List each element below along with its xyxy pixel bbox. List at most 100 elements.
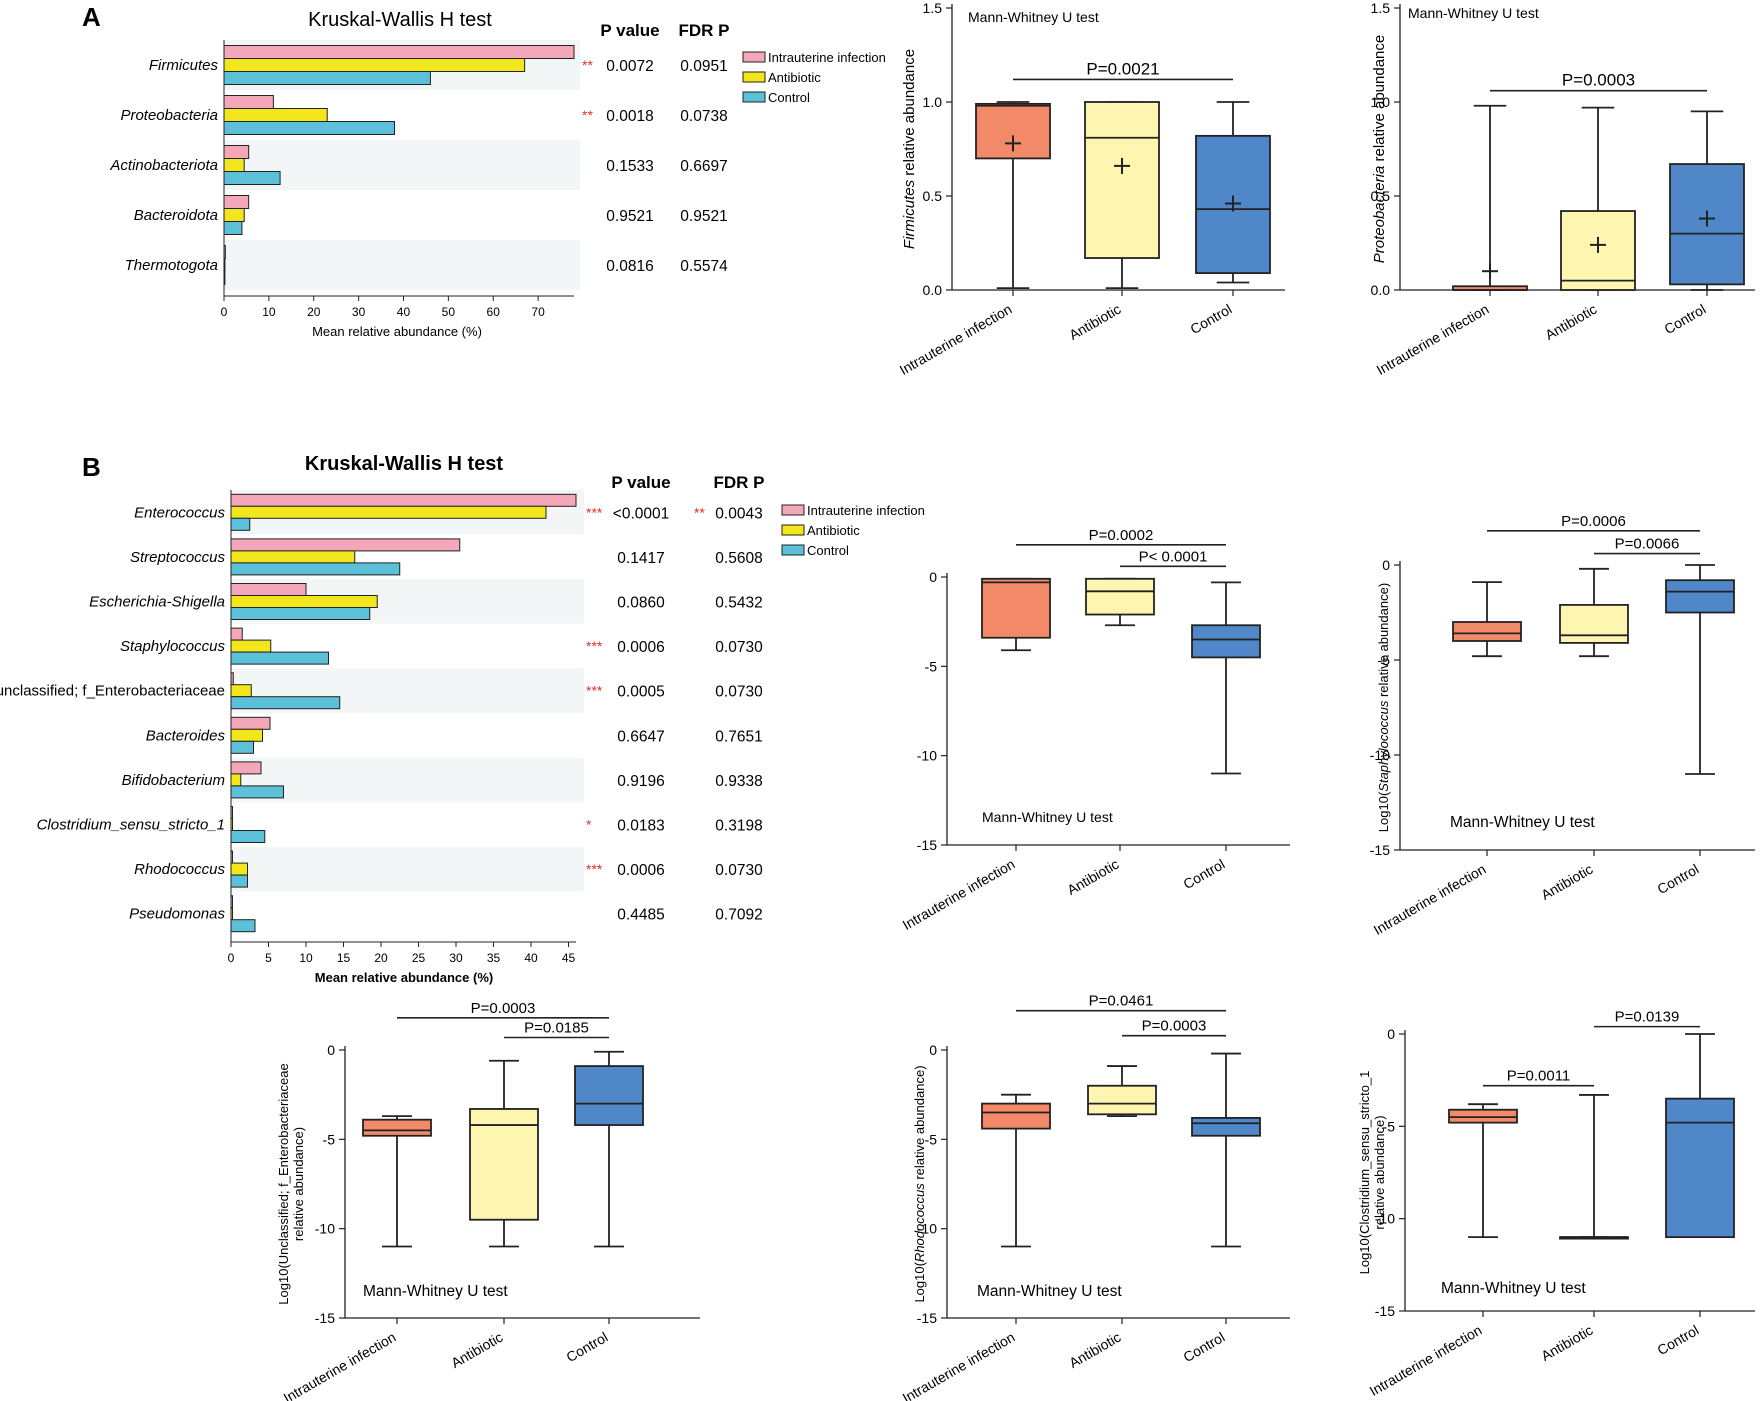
row-stripe <box>231 757 584 803</box>
y-axis-label: relative abundance) <box>291 1127 306 1241</box>
legend-swatch <box>781 504 805 516</box>
x-tick-label: Control <box>1180 856 1227 892</box>
y-tick-label: 1.5 <box>1371 0 1391 16</box>
p-value-header: P value <box>611 473 670 492</box>
x-tick-label: 10 <box>299 951 313 965</box>
bar-intrauterine <box>230 583 307 596</box>
box_rhodo-boxplot: 0 -5 -10 -15 Intrauterine infection Antibioti… <box>900 993 1290 1401</box>
bracket-p-value: P=0.0185 <box>524 1019 589 1036</box>
y-axis-label: Log10(Unclassified; f_Enterobacteriaceae <box>276 1063 291 1304</box>
box-control <box>1191 1116 1261 1137</box>
bar-control <box>230 740 254 754</box>
p-value: 0.6647 <box>617 728 664 745</box>
fdr-value: 0.5608 <box>715 550 762 567</box>
box-control <box>1665 579 1735 614</box>
box_unclass-boxplot: 0 -5 -10 -15 Intrauterine infection Antibioti… <box>276 1000 700 1401</box>
legend-swatch <box>781 544 805 556</box>
x-tick-label: 40 <box>524 951 538 965</box>
x-tick-label: Antibiotic <box>1538 861 1595 903</box>
bar-antibiotic <box>230 639 272 653</box>
y-tick-label: -5 <box>1383 1118 1396 1134</box>
x-tick-label: 40 <box>397 305 411 319</box>
bar-control <box>230 562 401 576</box>
p-value: 0.9196 <box>617 773 664 790</box>
x-tick-label: 30 <box>352 305 366 319</box>
y-tick-label: -15 <box>917 837 937 853</box>
bracket-p-value: P=0.0003 <box>1142 1018 1207 1035</box>
taxon-label: Escherichia-Shigella <box>89 594 225 611</box>
p-significance: ** <box>582 107 593 123</box>
p-value: 0.0006 <box>617 639 664 656</box>
bar-control <box>223 221 243 235</box>
taxon-label: Firmicutes <box>149 57 219 74</box>
bar-antibiotic <box>230 862 248 876</box>
fdr-value: 0.0043 <box>715 505 762 522</box>
p-value: <0.0001 <box>613 505 669 522</box>
y-tick-label: 0 <box>929 1042 937 1058</box>
box_entero-boxplot: 0 -5 -10 -15 Intrauterine infection Antibioti… <box>900 527 1290 933</box>
fdr-value: 0.0951 <box>680 58 727 75</box>
taxon-label: Bacteroidota <box>134 207 218 224</box>
fdr-significance: ** <box>694 504 705 520</box>
x-tick-label: Intrauterine infection <box>1371 861 1489 938</box>
p-value: 0.0005 <box>617 684 664 701</box>
box-control <box>574 1065 644 1126</box>
fdr-value: 0.9521 <box>680 208 727 225</box>
legend-swatch <box>742 91 766 103</box>
bracket-p-value: P=0.0003 <box>1562 71 1635 90</box>
y-tick-label: -15 <box>917 1310 937 1326</box>
bar-control <box>223 71 431 85</box>
test-label: Mann-Whitney U test <box>968 9 1099 25</box>
bar-antibiotic <box>230 550 356 564</box>
box-antibiotic <box>469 1108 539 1221</box>
test-label: Mann-Whitney U test <box>1408 5 1539 21</box>
x-tick-label: Intrauterine infection <box>1367 1322 1485 1399</box>
x-tick-label: Antibiotic <box>1066 301 1123 343</box>
legend-swatch <box>742 71 766 83</box>
legend-label: Control <box>768 90 810 105</box>
bracket-p-value: P=0.0021 <box>1086 59 1159 78</box>
x-tick-label: Antibiotic <box>1542 301 1599 343</box>
kw-title: Kruskal-Wallis H test <box>308 9 492 31</box>
y-tick-label: 0 <box>1387 1026 1395 1042</box>
fdr-value: 0.0730 <box>715 639 763 656</box>
bar-antibiotic <box>230 773 242 787</box>
fdr-value: 0.0730 <box>715 684 763 701</box>
bar-intrauterine <box>223 145 250 159</box>
x-tick-label: 0 <box>221 305 228 319</box>
y-tick-label: 1.0 <box>923 94 943 110</box>
y-tick-label: 0.5 <box>923 188 943 204</box>
y-tick-label: -10 <box>1370 747 1390 763</box>
legend-label: Antibiotic <box>768 70 821 85</box>
test-label: Mann-Whitney U test <box>977 1283 1122 1300</box>
box_staph-boxplot: 0 -5 -10 -15 Intrauterine infection Antibioti… <box>1370 513 1755 938</box>
taxon-label: Clostridium_sensu_stricto_1 <box>37 817 225 834</box>
box2-boxplot: 0.0 0.5 1.0 1.5 Intrauterine infection Antibi… <box>1371 0 1755 378</box>
x-tick-label: 0 <box>228 951 235 965</box>
x-tick-label: Control <box>1654 861 1701 897</box>
fdr-value: 0.5574 <box>680 258 728 275</box>
y-tick-label: 0 <box>327 1042 335 1058</box>
legend-label: Intrauterine infection <box>807 503 925 518</box>
x-tick-label: 70 <box>531 305 545 319</box>
taxon-label: unclassified; f_Enterobacteriaceae <box>0 683 225 700</box>
taxon-label: Rhodococcus <box>134 861 225 878</box>
y-tick-label: -15 <box>315 1310 335 1326</box>
bar-intrauterine <box>230 716 271 730</box>
y-tick-label: -5 <box>1378 652 1391 668</box>
bar-antibiotic <box>223 158 245 172</box>
y-axis-label: Log10(Staphylococcus relative abundance) <box>1376 583 1391 832</box>
bar-control <box>230 919 256 933</box>
bar-control <box>230 517 251 531</box>
p-value: 0.1533 <box>606 158 653 175</box>
y-axis-label-suffix: relative abundance <box>901 49 918 180</box>
y-tick-label: 1.5 <box>923 0 943 16</box>
x-tick-label: Control <box>1180 1329 1227 1365</box>
bar-intrauterine <box>230 538 461 552</box>
y-axis-label: relative abundance) <box>1372 1115 1387 1229</box>
p-value: 0.0018 <box>606 108 653 125</box>
fdr-value: 0.6697 <box>680 158 727 175</box>
row-stripe <box>224 240 580 290</box>
bar-antibiotic <box>223 58 526 72</box>
y-axis-label-suffix: relative abundance) <box>1376 583 1391 701</box>
